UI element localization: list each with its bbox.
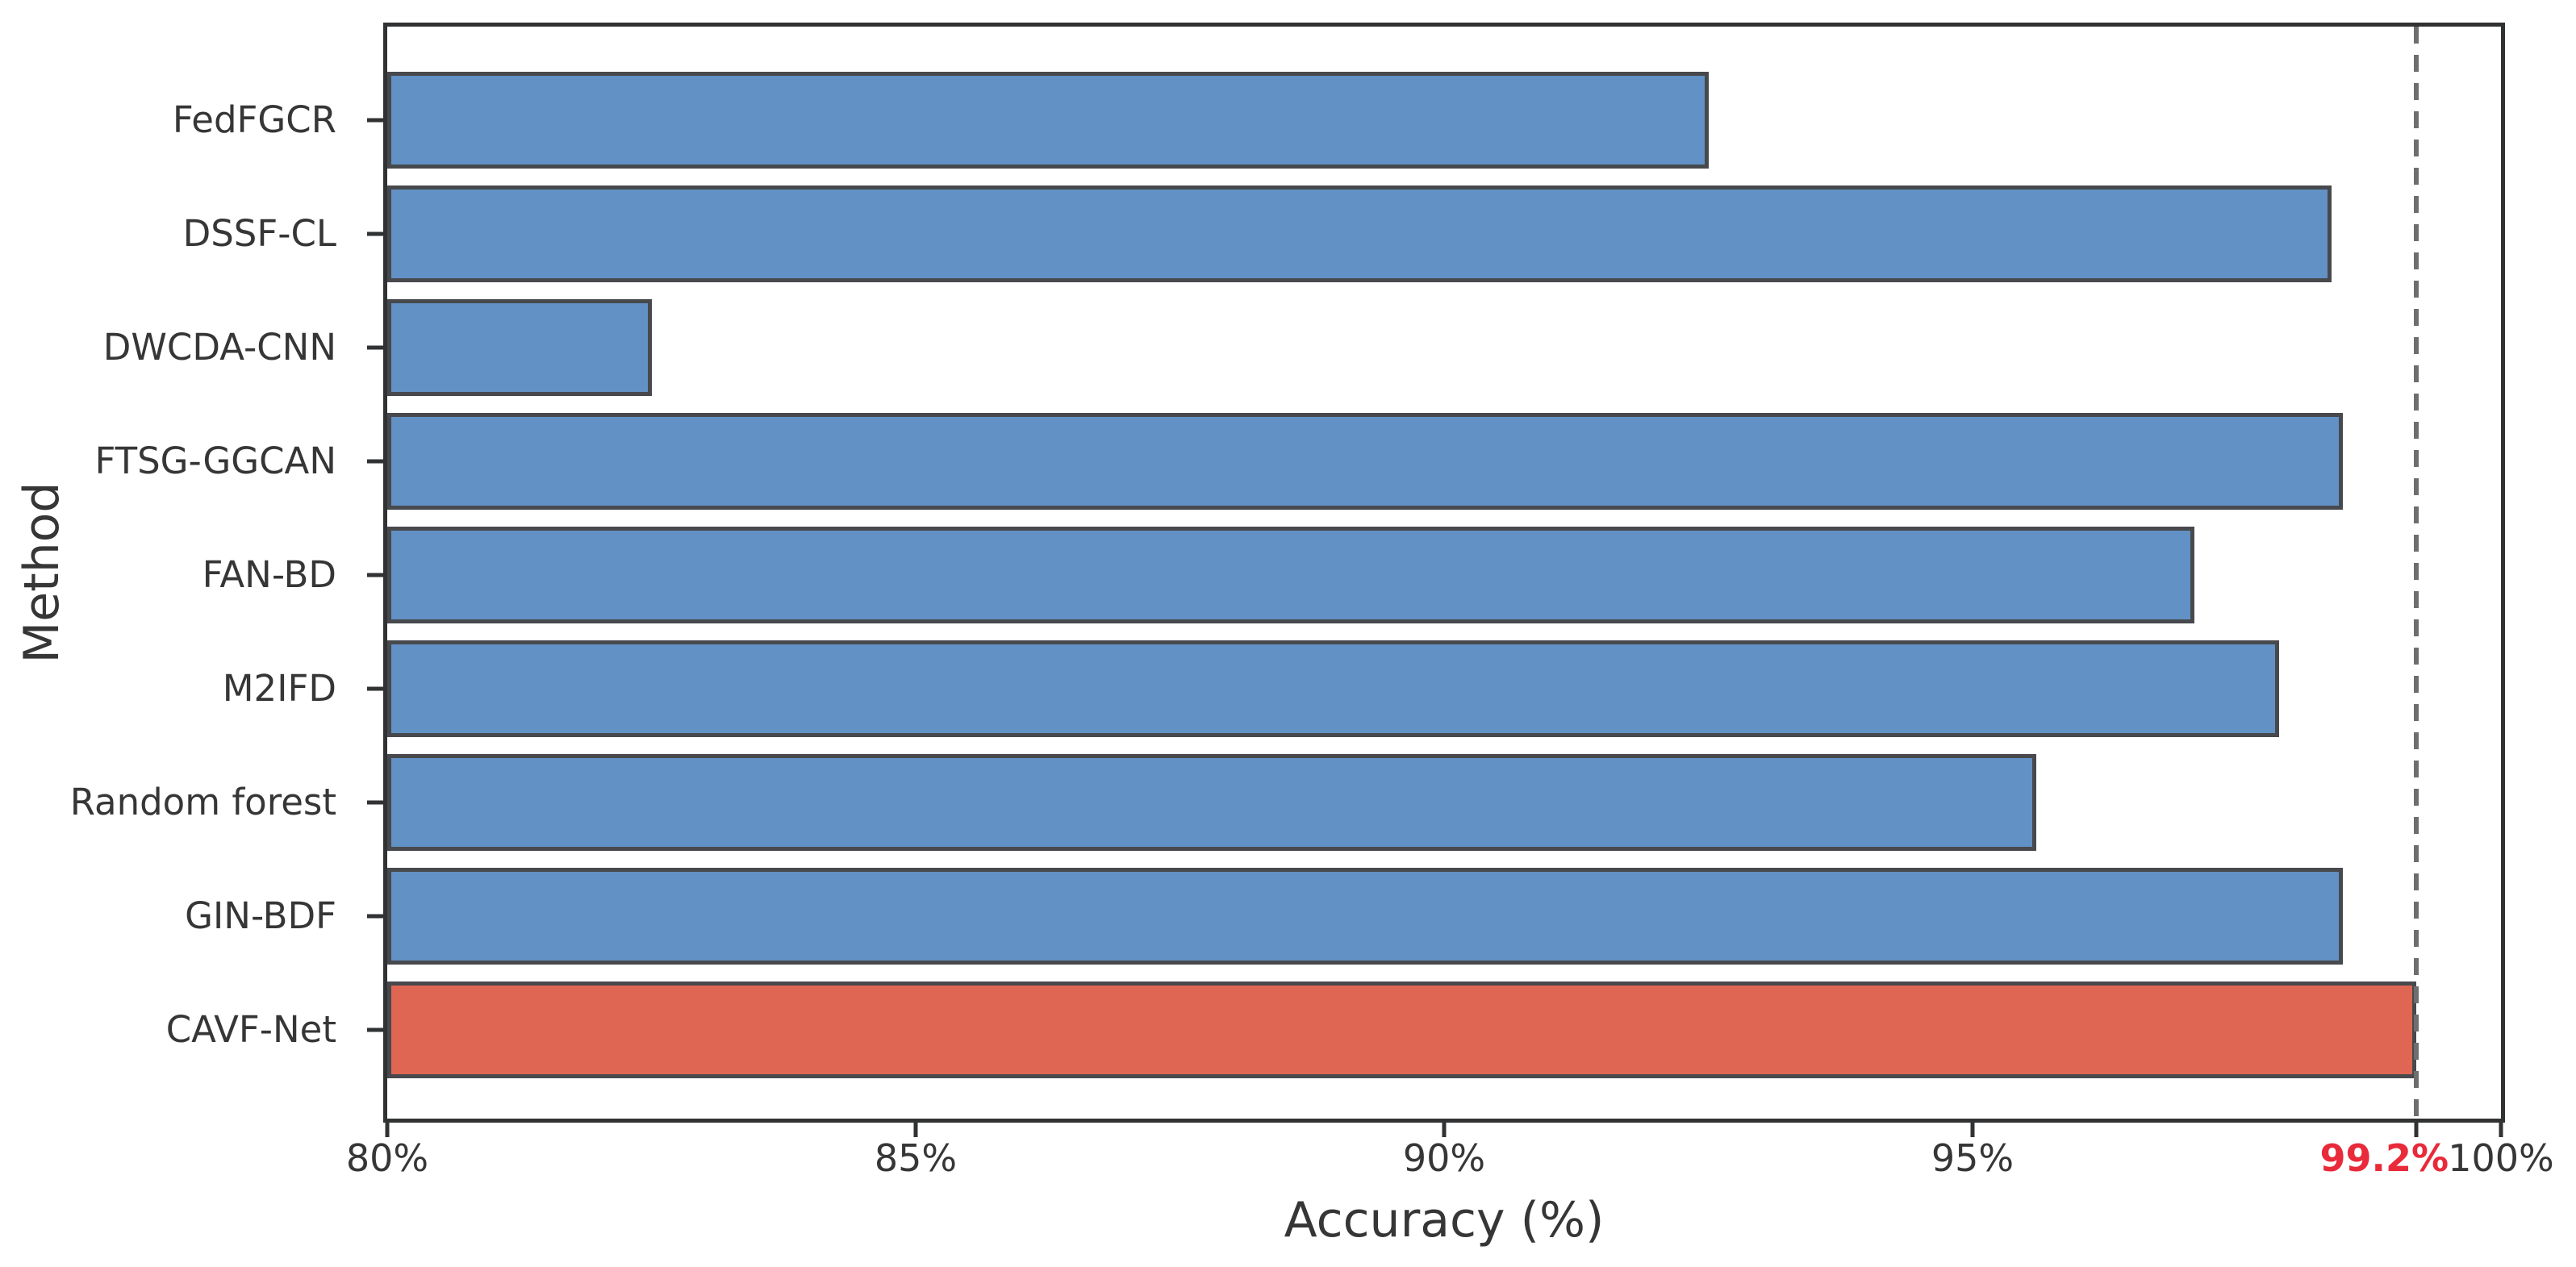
x-tick-label: 85% (874, 1136, 958, 1180)
x-tick-mark (385, 1123, 390, 1137)
y-tick-label-cavf-net: CAVF-Net (165, 1008, 336, 1051)
y-tick-label-gin-bdf: GIN-BDF (185, 894, 336, 937)
x-tick-mark (1970, 1123, 1975, 1137)
y-tick-mark (367, 914, 383, 919)
y-tick-label-m2ifd: M2IFD (222, 667, 336, 710)
x-axis-title: Accuracy (%) (1284, 1192, 1605, 1248)
x-tick-label: 90% (1402, 1136, 1486, 1180)
y-tick-mark (367, 459, 383, 464)
x-tick-label: 80% (345, 1136, 429, 1180)
y-tick-labels: FedFGCR DSSF-CL DWCDA-CNN FTSG-GGCAN FAN-BD M… (0, 27, 359, 1119)
bar-cavf-net (387, 982, 2417, 1078)
bar-ftsg-ggcan (387, 413, 2343, 510)
bar-fedfgcr (387, 72, 1709, 169)
x-tick-label: 95% (1931, 1136, 2014, 1180)
plot-area (383, 23, 2505, 1123)
bar-fan-bd (387, 527, 2195, 623)
y-tick-mark (367, 118, 383, 123)
y-tick-mark (367, 231, 383, 236)
y-tick-label-dwcda-cnn: DWCDA-CNN (102, 326, 336, 369)
x-tick-labels: 80% 85% 90% 95% 100% 99.2% (346, 1136, 2554, 1184)
x-tick-mark-threshold (2414, 1123, 2419, 1137)
bar-dwcda-cnn (387, 299, 652, 396)
y-tick-label-fedfgcr: FedFGCR (172, 98, 336, 141)
x-tick-marks (385, 1123, 2503, 1137)
y-tick-mark (367, 686, 383, 691)
y-tick-mark (367, 800, 383, 805)
threshold-dashed-line (2414, 27, 2419, 1119)
x-tick-mark (2499, 1123, 2503, 1137)
bar-m2ifd (387, 640, 2279, 737)
y-tick-mark (367, 345, 383, 350)
y-tick-label-dssf-cl: DSSF-CL (182, 212, 336, 255)
y-tick-mark (367, 1027, 383, 1032)
y-tick-mark (367, 573, 383, 577)
y-tick-label-random-forest: Random forest (69, 781, 336, 823)
x-tick-label-threshold: 99.2% (2319, 1136, 2449, 1180)
x-tick-label: 100% (2448, 1136, 2554, 1180)
y-tick-label-fan-bd: FAN-BD (202, 553, 336, 596)
x-tick-mark (1442, 1123, 1447, 1137)
y-tick-label-ftsg-ggcan: FTSG-GGCAN (94, 440, 336, 482)
y-tick-marks (367, 27, 383, 1119)
bar-gin-bdf (387, 868, 2343, 965)
bar-random-forest (387, 754, 2036, 851)
x-tick-mark (913, 1123, 918, 1137)
bar-dssf-cl (387, 185, 2332, 282)
